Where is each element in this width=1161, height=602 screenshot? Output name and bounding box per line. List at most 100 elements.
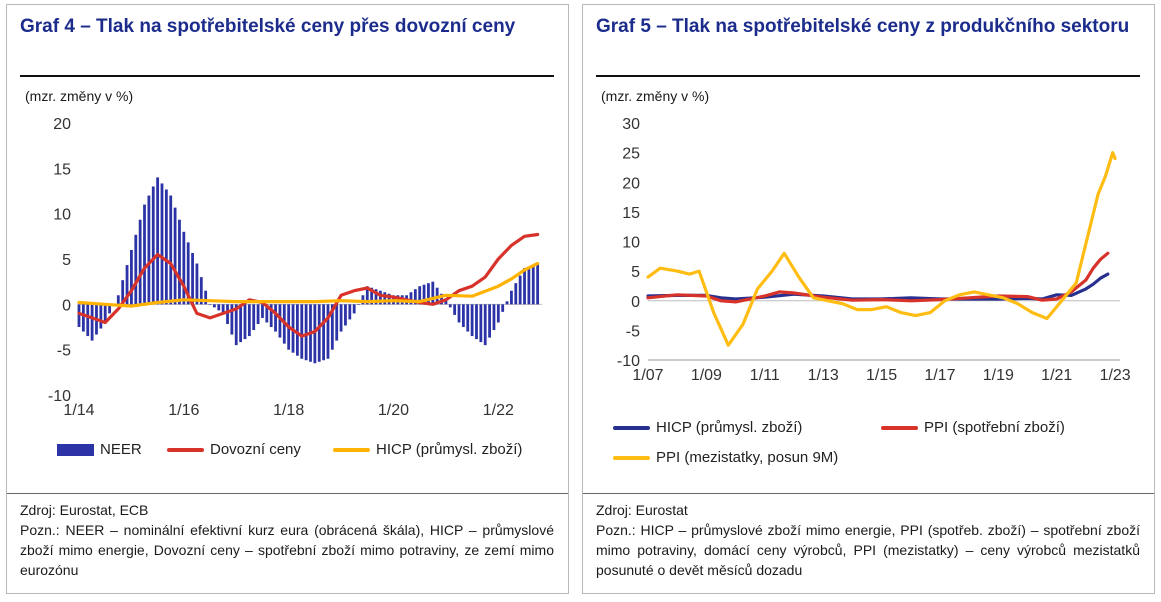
neer-bar (195, 263, 199, 305)
neer-bar (99, 304, 103, 329)
neer-bar (387, 293, 391, 305)
neer-bar (138, 219, 142, 305)
x-tick-label: 1/14 (63, 402, 94, 419)
x-tick-label: 1/22 (483, 402, 514, 419)
note-text: Pozn.: NEER – nominální efektivní kurz e… (20, 522, 554, 578)
neer-bar (217, 304, 221, 311)
neer-bar (427, 283, 430, 305)
legend-label: PPI (spotřební zboží) (924, 419, 1065, 436)
legend-item-import-prices: Dovozní ceny (167, 441, 301, 458)
neer-bar (173, 207, 177, 305)
title-divider (20, 75, 554, 77)
neer-bar (86, 304, 90, 337)
neer-bar (510, 290, 513, 305)
legend-label: Dovozní ceny (210, 441, 301, 458)
chart-title: Graf 4 – Tlak na spotřebitelské ceny pře… (20, 16, 516, 37)
neer-bar (186, 242, 190, 305)
legend-label: HICP (průmysl. zboží) (376, 441, 523, 458)
y-tick-label: 10 (622, 235, 640, 252)
neer-bar (226, 304, 229, 324)
neer-bar (479, 304, 483, 343)
neer-bar (239, 304, 243, 343)
y-tick-label: -10 (617, 353, 640, 370)
x-tick-label: 1/18 (273, 402, 304, 419)
x-tick-label: 1/23 (1100, 367, 1131, 384)
neer-bar (374, 289, 378, 305)
chart-panel-left: Graf 4 – Tlak na spotřebitelské ceny pře… (6, 4, 569, 594)
neer-bar (191, 252, 194, 305)
neer-bar (313, 304, 317, 364)
neer-bar (164, 189, 168, 305)
neer-bar (295, 304, 299, 356)
neer-bar (470, 304, 474, 337)
neer-bar (475, 304, 478, 340)
neer-bar (156, 177, 160, 305)
series-line (77, 232, 540, 338)
neer-bar (361, 295, 365, 305)
neer-bar (160, 183, 164, 305)
y-tick-label: -5 (626, 323, 640, 340)
y-tick-label: 20 (53, 116, 71, 133)
source-text: Zdroj: Eurostat (596, 502, 688, 518)
neer-bar (444, 299, 448, 305)
neer-bar (339, 304, 343, 332)
y-tick-label: 20 (622, 175, 640, 192)
title-divider (596, 75, 1140, 77)
neer-bar (81, 304, 85, 332)
chart-plot-right: -10 -5 0 5 10 15 20 25 30 1/07 1/09 1/11 1/13 1/15 1/1… (617, 116, 1131, 384)
neer-bar (304, 304, 308, 361)
neer-bar (243, 304, 247, 340)
legend-label: PPI (mezistatky, posun 9M) (656, 449, 839, 466)
neer-bar (143, 204, 146, 305)
x-tick-label: 1/21 (1041, 367, 1072, 384)
series-line (646, 151, 1117, 347)
x-tick-label: 1/17 (924, 367, 955, 384)
neer-bar (256, 304, 260, 324)
neer-bar (121, 280, 125, 305)
series-line (646, 272, 1110, 301)
legend-item-ppi-intermediate: PPI (mezistatky, posun 9M) (613, 449, 838, 466)
neer-bar (300, 304, 304, 359)
neer-bar (422, 284, 426, 305)
neer-bar (409, 292, 413, 305)
legend-swatch-hicp (613, 425, 650, 430)
x-tick-label: 1/19 (983, 367, 1014, 384)
neer-bar (278, 304, 282, 338)
x-tick-label: 1/11 (750, 367, 780, 384)
neer-bar (531, 265, 535, 305)
y-tick-label: -5 (57, 343, 71, 360)
neer-bar (330, 304, 334, 350)
x-tick-label: 1/16 (168, 402, 199, 419)
bottom-divider (7, 493, 568, 494)
neer-bar (518, 275, 522, 305)
neer-bar (130, 249, 133, 305)
neer-bar (440, 293, 443, 305)
neer-bar (116, 295, 120, 305)
neer-bar (213, 304, 216, 308)
bottom-divider (583, 493, 1154, 494)
legend-swatch-neer (57, 443, 94, 456)
neer-bar (269, 304, 273, 327)
neer-bar (230, 304, 234, 335)
neer-bar (496, 304, 500, 323)
neer-bar (370, 287, 374, 305)
neer-bar (453, 304, 457, 315)
neer-bar (234, 304, 238, 346)
y-tick-label: 5 (62, 252, 71, 269)
neer-bar (352, 304, 356, 314)
series-line (77, 261, 540, 308)
x-tick-label: 1/07 (632, 367, 663, 384)
neer-bar (383, 292, 387, 305)
legend-swatch-import (167, 447, 204, 452)
notes: Zdroj: Eurostat Pozn.: HICP – průmyslové… (596, 500, 1140, 580)
chart-plot-left: -10 -5 0 5 10 15 20 1/14 1/16 1/18 1/20 1/22 (48, 116, 542, 419)
neer-bar (505, 301, 509, 305)
notes: Zdroj: Eurostat, ECB Pozn.: NEER – nomin… (20, 500, 554, 580)
neer-bar (523, 268, 526, 305)
unit-label: (mzr. změny v %) (25, 88, 134, 104)
neer-bar (90, 304, 94, 341)
neer-bar (134, 234, 138, 305)
neer-bar (199, 277, 203, 305)
x-tick-label: 1/20 (378, 402, 409, 419)
legend-label: NEER (100, 441, 142, 458)
